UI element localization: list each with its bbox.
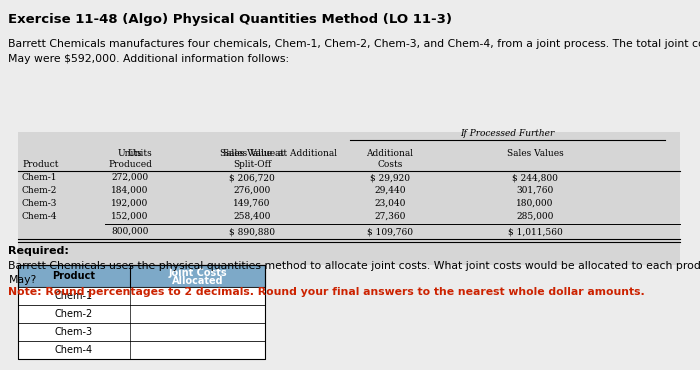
Bar <box>18 323 265 341</box>
Text: 276,000: 276,000 <box>233 186 271 195</box>
Text: Chem-3: Chem-3 <box>22 199 57 208</box>
Text: Sales Value at Additional: Sales Value at Additional <box>223 149 337 158</box>
Text: Chem-4: Chem-4 <box>22 212 57 221</box>
Text: 800,000: 800,000 <box>111 227 148 236</box>
Text: Required:: Required: <box>8 246 69 256</box>
Text: Note: Round percentages to 2 decimals. Round your final answers to the nearest w: Note: Round percentages to 2 decimals. R… <box>8 287 645 297</box>
Text: 29,440: 29,440 <box>374 186 406 195</box>
Text: Barrett Chemicals manufactures four chemicals, Chem-1, Chem-2, Chem-3, and Chem-: Barrett Chemicals manufactures four chem… <box>8 39 700 49</box>
Text: Chem-2: Chem-2 <box>55 309 93 319</box>
Text: 149,760: 149,760 <box>233 199 271 208</box>
Text: 192,000: 192,000 <box>111 199 148 208</box>
Text: Produced: Produced <box>108 160 152 169</box>
Text: Additional: Additional <box>367 149 414 158</box>
Text: Chem-1: Chem-1 <box>22 173 57 182</box>
Bar <box>18 132 680 265</box>
Text: May were $592,000. Additional information follows:: May were $592,000. Additional informatio… <box>8 54 290 64</box>
Text: Units: Units <box>118 149 142 158</box>
Text: $ 206,720: $ 206,720 <box>229 173 275 182</box>
Text: $ 890,880: $ 890,880 <box>229 227 275 236</box>
Text: Chem-4: Chem-4 <box>55 345 93 355</box>
Text: 301,760: 301,760 <box>517 186 554 195</box>
Text: 184,000: 184,000 <box>111 186 148 195</box>
Bar <box>18 265 265 359</box>
Text: Exercise 11-48 (Algo) Physical Quantities Method (LO 11-3): Exercise 11-48 (Algo) Physical Quantitie… <box>8 13 452 26</box>
Text: $ 29,920: $ 29,920 <box>370 173 410 182</box>
Text: 180,000: 180,000 <box>517 199 554 208</box>
Bar <box>18 287 265 305</box>
Text: Allocated: Allocated <box>172 276 223 286</box>
Text: Sales Value at: Sales Value at <box>220 149 284 158</box>
Text: Chem-2: Chem-2 <box>22 186 57 195</box>
Text: 27,360: 27,360 <box>374 212 406 221</box>
Text: Units: Units <box>127 149 153 158</box>
Text: Product: Product <box>52 271 95 281</box>
Text: 152,000: 152,000 <box>111 212 148 221</box>
Text: If Processed Further: If Processed Further <box>461 129 554 138</box>
Text: 272,000: 272,000 <box>111 173 148 182</box>
Bar <box>18 265 265 287</box>
Text: Product: Product <box>22 160 59 169</box>
Bar <box>18 305 265 323</box>
Text: Chem-3: Chem-3 <box>55 327 93 337</box>
Text: 258,400: 258,400 <box>233 212 271 221</box>
Text: May?: May? <box>8 275 36 285</box>
Text: $ 1,011,560: $ 1,011,560 <box>508 227 562 236</box>
Text: $ 109,760: $ 109,760 <box>367 227 413 236</box>
Text: Split-Off: Split-Off <box>233 160 271 169</box>
Text: $ 244,800: $ 244,800 <box>512 173 558 182</box>
Bar <box>18 341 265 359</box>
Text: Joint Costs: Joint Costs <box>168 268 227 278</box>
Text: Costs: Costs <box>377 160 402 169</box>
Text: Chem-1: Chem-1 <box>55 291 93 301</box>
Text: 23,040: 23,040 <box>374 199 406 208</box>
Text: 285,000: 285,000 <box>517 212 554 221</box>
Text: Barrett Chemicals uses the physical quantities method to allocate joint costs. W: Barrett Chemicals uses the physical quan… <box>8 261 700 271</box>
Text: Sales Values: Sales Values <box>507 149 564 158</box>
